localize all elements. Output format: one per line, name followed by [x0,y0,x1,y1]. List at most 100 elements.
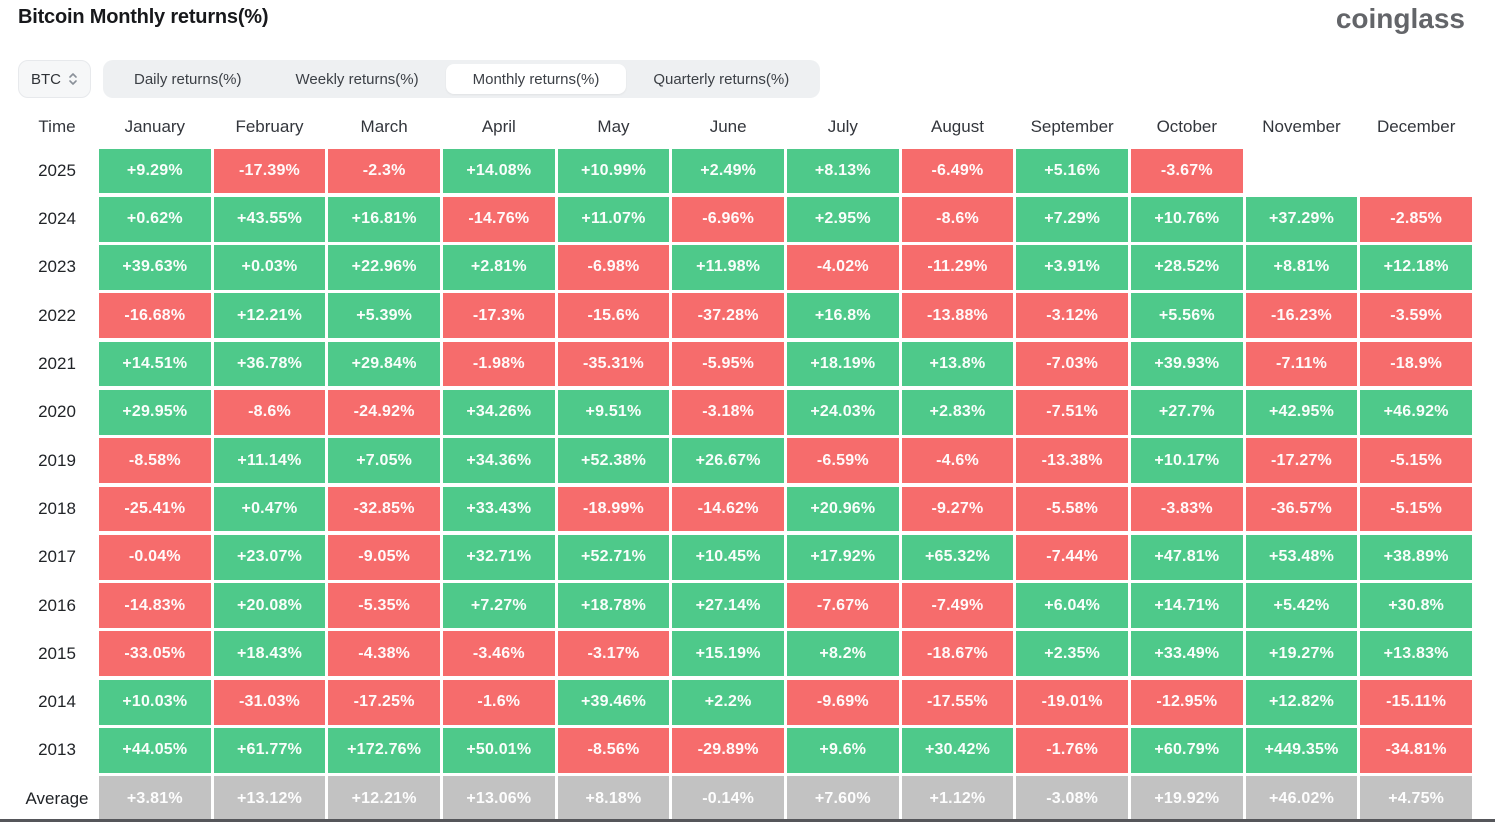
return-cell: -7.44% [1016,534,1128,580]
return-cell: +8.81% [1245,245,1358,290]
return-cell: +9.6% [786,728,899,773]
tab-weekly-returns[interactable]: Weekly returns(%) [269,64,446,94]
month-header-may: May [597,116,630,136]
return-cell: -8.58% [99,438,211,484]
return-cell: +11.98% [672,245,784,290]
return-cell: +2.95% [786,196,899,242]
return-cell: -4.02% [786,245,899,290]
return-cell [1360,149,1472,194]
return-cell: -16.68% [99,293,211,339]
return-cell: +19.27% [1245,631,1358,677]
returns-grid: Time January February March April May June July… [18,108,1472,822]
return-cell: -3.83% [1130,486,1243,532]
average-cell: +13.12% [213,776,326,822]
return-cell: -32.85% [328,486,440,532]
return-cell: +22.96% [328,245,440,290]
return-cell: +65.32% [901,534,1014,580]
return-cell: -25.41% [99,486,211,532]
return-cell: -19.01% [1016,679,1128,725]
return-cell: +172.76% [328,728,440,773]
controls-bar: BTC Daily returns(%) Weekly returns(%) Mon… [18,60,1495,98]
month-header-february: February [235,116,304,136]
return-cell: +8.13% [786,148,899,194]
return-cell: +14.08% [442,148,555,194]
return-cell: -9.69% [786,679,899,725]
return-cell: +2.35% [1016,631,1128,677]
return-cell: -15.6% [557,293,670,339]
month-header-april: April [481,116,516,136]
return-cell: +16.81% [328,196,440,242]
return-cell: -3.18% [672,389,784,435]
return-cell: -17.39% [213,148,326,194]
average-cell: +13.06% [442,776,555,822]
year-label-2021: 2021 [38,354,76,374]
return-cell: -16.23% [1245,293,1358,339]
return-cell: -1.98% [442,341,555,387]
return-cell: -3.17% [557,631,670,677]
return-cell: -5.15% [1360,486,1472,532]
return-cell: -29.89% [672,728,784,773]
return-cell: +12.18% [1360,245,1472,290]
average-cell: +46.02% [1245,776,1358,822]
return-cell: -7.03% [1016,341,1128,387]
return-cell: +61.77% [213,728,326,773]
year-label-2022: 2022 [38,305,76,325]
return-cell: -33.05% [99,631,211,677]
return-cell: +2.81% [442,245,555,290]
year-label-2015: 2015 [38,643,76,663]
year-label-2025: 2025 [38,160,76,180]
return-cell: -6.96% [672,196,784,242]
page-title: Bitcoin Monthly returns(%) [18,6,269,28]
return-cell: +27.7% [1130,389,1243,435]
return-cell: +33.43% [442,486,555,532]
top-bar: Bitcoin Monthly returns(%) coinglass [0,0,1495,33]
year-label-2013: 2013 [38,740,76,760]
return-cell: -2.85% [1360,196,1472,242]
year-label-2017: 2017 [38,547,76,567]
return-cell: +5.39% [328,293,440,339]
symbol-select-value: BTC [31,70,61,88]
tab-daily-returns[interactable]: Daily returns(%) [107,64,269,94]
return-cell: -3.12% [1016,293,1128,339]
return-cell: +18.78% [557,583,670,628]
month-header-november: November [1262,116,1341,136]
return-cell: -18.9% [1360,341,1472,387]
return-cell: +13.8% [901,341,1014,387]
return-cell: -0.04% [99,534,211,580]
average-cell: +7.60% [786,776,899,822]
return-cell: +18.19% [786,341,899,387]
return-cell: -14.76% [442,196,555,242]
return-cell: +17.92% [786,534,899,580]
return-cell: -6.49% [901,148,1014,194]
return-cell: -7.11% [1245,341,1358,387]
return-cell: +10.76% [1130,196,1243,242]
year-label-2023: 2023 [38,257,76,277]
return-cell: +449.35% [1245,728,1358,773]
return-cell: +9.51% [557,389,670,435]
return-cell: +32.71% [442,534,555,580]
return-cell: +20.96% [786,486,899,532]
return-cell: +39.63% [99,245,211,290]
returns-tabs: Daily returns(%) Weekly returns(%) Monthly… [103,60,821,98]
symbol-select[interactable]: BTC [18,60,91,98]
return-cell: -5.95% [672,341,784,387]
return-cell: +53.48% [1245,534,1358,580]
return-cell: +2.49% [672,148,784,194]
return-cell: +0.03% [213,245,326,290]
year-label-2020: 2020 [38,402,76,422]
return-cell: -8.56% [557,728,670,773]
return-cell: +24.03% [786,389,899,435]
return-cell: +52.38% [557,438,670,484]
tab-monthly-returns[interactable]: Monthly returns(%) [445,64,627,94]
return-cell: +11.07% [557,196,670,242]
return-cell: +29.84% [328,341,440,387]
return-cell: +10.03% [99,679,211,725]
return-cell: +8.2% [786,631,899,677]
return-cell: -5.15% [1360,438,1472,484]
tab-quarterly-returns[interactable]: Quarterly returns(%) [626,64,816,94]
return-cell: -17.55% [901,679,1014,725]
average-cell: +8.18% [557,776,670,822]
return-cell: +27.14% [672,583,784,628]
year-label-2014: 2014 [38,692,76,712]
return-cell: -13.88% [901,293,1014,339]
